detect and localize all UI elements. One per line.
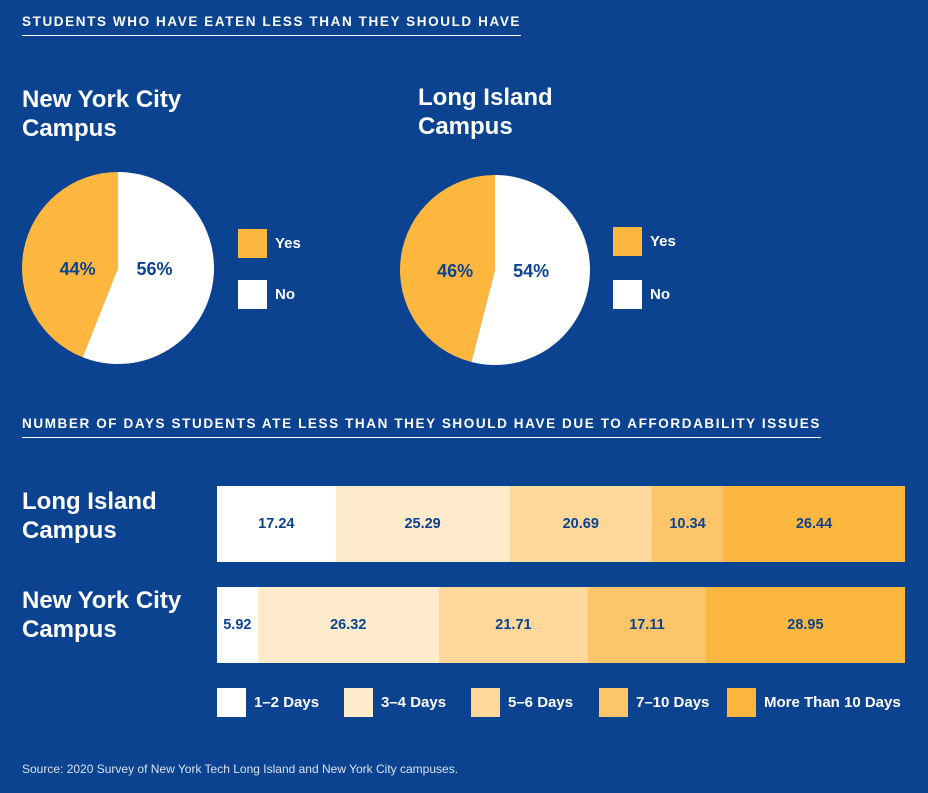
pie-label-no: 56% xyxy=(136,259,172,279)
bar-legend-item: 1–2 Days xyxy=(217,688,319,717)
nyc-pie-chart: 44% 56% xyxy=(22,172,214,364)
nyc-legend-yes: Yes xyxy=(238,229,301,258)
bar-legend-item: 3–4 Days xyxy=(344,688,446,717)
bar-segment: 5.92 xyxy=(217,587,258,663)
pie-slice-yes xyxy=(22,172,118,358)
pie-slice-yes xyxy=(400,175,495,363)
pie-label-no: 54% xyxy=(513,261,549,281)
bar-long-island: 17.24 25.29 20.69 10.34 26.44 xyxy=(217,486,905,562)
pie-slice-no xyxy=(471,175,590,365)
legend-swatch xyxy=(599,688,628,717)
pie-label-yes: 44% xyxy=(60,259,96,279)
pie-slice-no xyxy=(82,172,214,364)
li-pie-title: Long Island Campus xyxy=(418,84,553,140)
pie-label-yes: 46% xyxy=(437,261,473,281)
nyc-legend-no: No xyxy=(238,280,295,309)
legend-swatch-yes xyxy=(238,229,267,258)
bar-new-york-city: 5.92 26.32 21.71 17.11 28.95 xyxy=(217,587,905,663)
bar-category-label-1: New York City Campus xyxy=(22,587,182,643)
bar-segment: 21.71 xyxy=(438,587,589,663)
legend-label: More Than 10 Days xyxy=(764,694,901,711)
bar-segment: 10.34 xyxy=(651,486,724,562)
bar-segment: 20.69 xyxy=(509,486,652,562)
bar-legend: 1–2 Days 3–4 Days 5–6 Days 7–10 Days More Th… xyxy=(217,688,917,720)
legend-label: 7–10 Days xyxy=(636,694,710,711)
bar-segment: 28.95 xyxy=(705,587,905,663)
source-note: Source: 2020 Survey of New York Tech Lon… xyxy=(22,762,459,776)
bar-segment: 25.29 xyxy=(335,486,510,562)
bar-legend-item: 5–6 Days xyxy=(471,688,573,717)
bar-segment: 17.11 xyxy=(588,587,706,663)
bar-segment: 26.44 xyxy=(723,486,905,562)
bar-legend-item: More Than 10 Days xyxy=(727,688,901,717)
li-legend-no: No xyxy=(613,280,670,309)
bar-legend-item: 7–10 Days xyxy=(599,688,709,717)
legend-label-yes: Yes xyxy=(275,235,301,252)
bar-category-label-0: Long Island Campus xyxy=(22,488,157,544)
legend-swatch-yes xyxy=(613,227,642,256)
legend-swatch xyxy=(344,688,373,717)
legend-label: 3–4 Days xyxy=(381,694,447,711)
legend-label-no: No xyxy=(275,286,295,303)
legend-label: 5–6 Days xyxy=(508,694,574,711)
section-title-days: NUMBER OF DAYS STUDENTS ATE LESS THAN TH… xyxy=(22,416,822,438)
legend-swatch xyxy=(727,688,756,717)
section-title-eaten-less: STUDENTS WHO HAVE EATEN LESS THAN THEY S… xyxy=(22,14,522,36)
bar-segment: 17.24 xyxy=(217,486,336,562)
legend-label: 1–2 Days xyxy=(254,694,320,711)
legend-swatch-no xyxy=(238,280,267,309)
legend-swatch xyxy=(471,688,500,717)
legend-label-yes: Yes xyxy=(650,233,676,250)
bar-segment: 26.32 xyxy=(257,587,439,663)
legend-label-no: No xyxy=(650,286,670,303)
li-legend-yes: Yes xyxy=(613,227,676,256)
legend-swatch-no xyxy=(613,280,642,309)
nyc-pie-title: New York City Campus xyxy=(22,86,182,142)
legend-swatch xyxy=(217,688,246,717)
li-pie-chart: 46% 54% xyxy=(400,175,590,365)
